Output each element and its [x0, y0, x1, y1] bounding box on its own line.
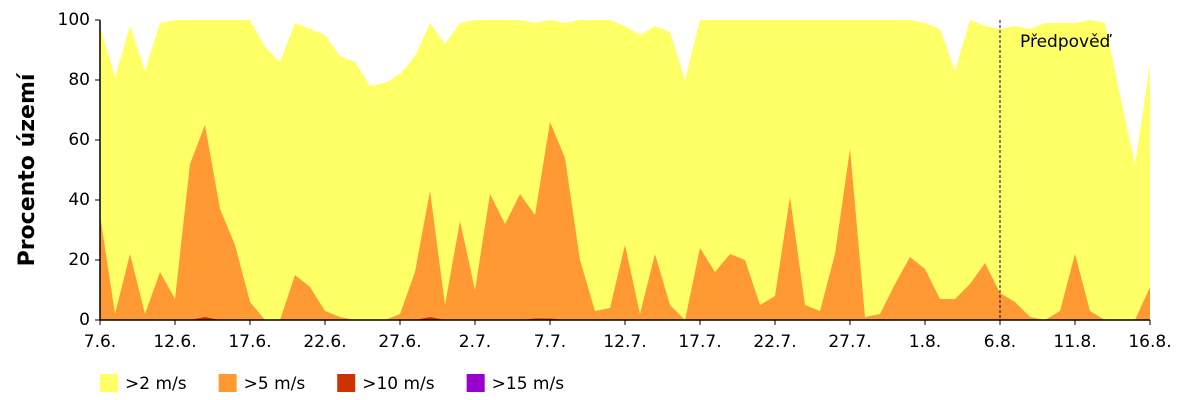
y-axis-title: Procento území [15, 72, 40, 266]
x-tick-label: 22.6. [303, 332, 346, 352]
legend-label: >10 m/s [362, 374, 435, 394]
legend-swatch [218, 374, 237, 392]
y-tick-label: 20 [68, 250, 90, 270]
x-tick-label: 7.7. [534, 332, 566, 352]
x-tick-label: 27.6. [378, 332, 421, 352]
y-tick-label: 60 [68, 130, 90, 150]
y-tick-label: 80 [68, 70, 90, 90]
x-tick-label: 1.8. [909, 332, 941, 352]
x-tick-label: 17.7. [678, 332, 721, 352]
y-tick-label: 100 [58, 10, 90, 30]
legend-label: >2 m/s [125, 374, 187, 394]
x-tick-label: 22.7. [753, 332, 796, 352]
area [100, 20, 1150, 320]
x-tick-label: 11.8. [1053, 332, 1096, 352]
x-tick-label: 6.8. [984, 332, 1016, 352]
legend-swatch [466, 374, 485, 392]
area [100, 122, 1150, 320]
x-tick-label: 7.6. [84, 332, 116, 352]
annotation: Předpověď [1020, 32, 1113, 52]
x-tick-label: 17.6. [228, 332, 271, 352]
legend-label: >15 m/s [492, 374, 565, 394]
y-tick-label: 40 [68, 190, 90, 210]
legend-swatch [337, 374, 356, 392]
x-tick-label: 12.6. [153, 332, 196, 352]
x-tick-label: 16.8. [1128, 332, 1171, 352]
x-tick-label: 27.7. [828, 332, 871, 352]
x-tick-label: 12.7. [603, 332, 646, 352]
legend-label: >5 m/s [244, 374, 306, 394]
legend-swatch [100, 374, 118, 392]
y-tick-label: 0 [79, 310, 90, 330]
x-tick-label: 2.7. [459, 332, 491, 352]
